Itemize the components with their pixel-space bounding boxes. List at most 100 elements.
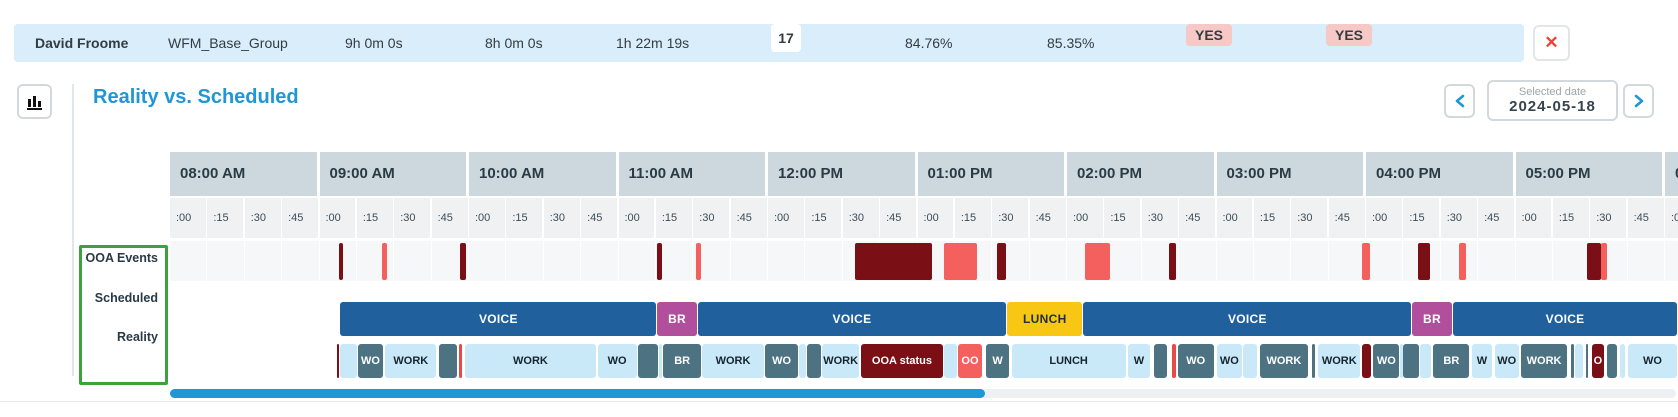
quarter-header-cell: :45 bbox=[1029, 198, 1066, 238]
ooa-event-marker[interactable] bbox=[944, 243, 978, 280]
reality-segment[interactable]: WORK bbox=[821, 344, 860, 378]
reality-segment[interactable] bbox=[806, 344, 821, 378]
ooa-event-marker[interactable] bbox=[996, 243, 1006, 280]
reality-segment[interactable]: W bbox=[1128, 344, 1150, 378]
ooa-event-marker[interactable] bbox=[657, 243, 662, 280]
reality-segment[interactable]: LUNCH bbox=[1011, 344, 1126, 378]
reality-segment[interactable]: WO bbox=[1373, 344, 1400, 378]
scheduled-segment[interactable]: BR bbox=[1412, 302, 1452, 336]
scheduled-segment[interactable]: VOICE bbox=[697, 302, 1007, 336]
ooa-event-marker[interactable] bbox=[1168, 243, 1177, 280]
timeline-scrollbar-thumb[interactable] bbox=[170, 389, 985, 398]
close-button[interactable]: ✕ bbox=[1533, 25, 1570, 61]
reality-segment[interactable]: W bbox=[986, 344, 1009, 378]
reality-segment[interactable]: WO bbox=[358, 344, 383, 378]
agent-summary-row[interactable]: David Froome WFM_Base_Group 9h 0m 0s 8h … bbox=[14, 24, 1524, 62]
ooa-event-marker[interactable] bbox=[382, 243, 387, 280]
scheduled-segment[interactable]: BR bbox=[657, 302, 697, 336]
ooa-row-grid-cell bbox=[1328, 241, 1365, 281]
prev-date-button[interactable] bbox=[1444, 84, 1475, 118]
ooa-row-grid-cell bbox=[1478, 241, 1515, 281]
reality-segment[interactable]: WO bbox=[1494, 344, 1519, 378]
reality-segment[interactable]: W bbox=[1472, 344, 1492, 378]
ooa-event-marker[interactable] bbox=[1458, 243, 1467, 280]
reality-segment[interactable]: WO bbox=[1177, 344, 1214, 378]
reality-segment[interactable]: WORK bbox=[1521, 344, 1567, 378]
reality-segment[interactable] bbox=[1570, 344, 1575, 378]
selected-date-picker[interactable]: Selected date 2024-05-18 bbox=[1487, 80, 1618, 121]
ooa-event-marker[interactable] bbox=[1418, 243, 1431, 280]
reality-segment[interactable]: OO bbox=[957, 344, 983, 378]
chart-view-button[interactable] bbox=[17, 84, 52, 119]
reality-segment[interactable]: WORK bbox=[702, 344, 764, 378]
ooa-event-marker[interactable] bbox=[1361, 243, 1371, 280]
ooa-row-grid-cell bbox=[1179, 241, 1216, 281]
reality-segment[interactable]: WO bbox=[765, 344, 799, 378]
reality-segment[interactable] bbox=[1153, 344, 1168, 378]
ooa-event-marker[interactable] bbox=[1587, 243, 1601, 280]
hour-header-cell: 05:00 PM bbox=[1515, 152, 1662, 196]
timeline-canvas[interactable]: 08:00 AM 09:00 AM 10:00 AM 11:00 AM 12:00 PM… bbox=[170, 0, 1678, 410]
ooa-event-marker[interactable] bbox=[460, 243, 466, 280]
quarter-header-cell: :15 bbox=[207, 198, 244, 238]
quarter-header-cell: :30 bbox=[1590, 198, 1627, 238]
ooa-event-marker[interactable] bbox=[696, 243, 701, 280]
reality-segment[interactable]: OOA status bbox=[860, 344, 944, 378]
reality-segment[interactable] bbox=[339, 344, 358, 378]
reality-segment[interactable]: BR bbox=[1433, 344, 1470, 378]
percent-value-1: 84.76% bbox=[905, 35, 953, 51]
ooa-row-grid-cell bbox=[244, 241, 282, 281]
next-date-button[interactable] bbox=[1623, 84, 1654, 118]
reality-segment[interactable] bbox=[799, 344, 806, 378]
scheduled-segment[interactable]: VOICE bbox=[1083, 302, 1412, 336]
reality-segment[interactable] bbox=[1419, 344, 1431, 378]
reality-segment[interactable]: WO bbox=[1627, 344, 1678, 378]
reality-segment[interactable] bbox=[1620, 344, 1625, 378]
reality-segment[interactable] bbox=[458, 344, 462, 378]
hour-header-cell: 09:00 AM bbox=[319, 152, 466, 196]
scheduled-segment[interactable]: VOICE bbox=[340, 302, 657, 336]
reality-segment[interactable] bbox=[439, 344, 458, 378]
reality-segment[interactable] bbox=[336, 344, 340, 378]
quarter-header-cell: :00 bbox=[1216, 198, 1253, 238]
reality-segment[interactable] bbox=[1585, 344, 1589, 378]
quarter-header-cell: :15 bbox=[805, 198, 842, 238]
reality-segment[interactable] bbox=[1171, 344, 1177, 378]
ooa-event-marker[interactable] bbox=[854, 243, 933, 280]
reality-segment[interactable]: WO bbox=[1216, 344, 1243, 378]
quarter-header-cell: :15 bbox=[1104, 198, 1141, 238]
ooa-row-grid-cell bbox=[319, 241, 356, 281]
reality-segment[interactable] bbox=[1243, 344, 1258, 378]
scheduled-segment[interactable]: LUNCH bbox=[1007, 302, 1083, 336]
quarter-header-cell: :15 bbox=[356, 198, 393, 238]
reality-segment[interactable]: WORK bbox=[1318, 344, 1361, 378]
quarter-header-cell: :45 bbox=[1478, 198, 1514, 238]
reality-segment[interactable]: WORK bbox=[1259, 344, 1308, 378]
flag-badge-2: YES bbox=[1326, 24, 1373, 46]
ooa-event-marker[interactable] bbox=[1600, 243, 1607, 280]
reality-segment[interactable]: WO bbox=[597, 344, 637, 378]
reality-segment[interactable] bbox=[1575, 344, 1584, 378]
reality-segment[interactable] bbox=[1361, 344, 1371, 378]
reality-segment[interactable] bbox=[1400, 344, 1403, 378]
reality-segment[interactable] bbox=[944, 344, 957, 378]
reality-segment[interactable] bbox=[658, 344, 663, 378]
reality-segment[interactable]: WORK bbox=[464, 344, 597, 378]
reality-segment[interactable]: BR bbox=[663, 344, 701, 378]
ooa-row-grid-cell bbox=[730, 241, 767, 281]
ooa-event-marker[interactable] bbox=[338, 243, 344, 280]
quarter-header-cell: :15 bbox=[1403, 198, 1440, 238]
scheduled-segment[interactable]: VOICE bbox=[1452, 302, 1678, 336]
quarter-header-cell: :45 bbox=[1328, 198, 1365, 238]
reality-segment[interactable]: WORK bbox=[385, 344, 437, 378]
reality-segment[interactable]: O bbox=[1591, 344, 1604, 378]
timeline-scrollbar-track[interactable] bbox=[170, 389, 1676, 398]
reality-segment[interactable] bbox=[637, 344, 658, 378]
reality-segment[interactable] bbox=[1606, 344, 1618, 378]
hour-header-cell: 06:00 PM bbox=[1665, 152, 1678, 196]
reality-segment[interactable] bbox=[1403, 344, 1419, 378]
ooa-event-marker[interactable] bbox=[1084, 243, 1111, 280]
quarter-header-cell: :15 bbox=[506, 198, 543, 238]
ooa-row-grid-cell bbox=[170, 241, 207, 281]
reality-segment[interactable] bbox=[1312, 344, 1316, 378]
